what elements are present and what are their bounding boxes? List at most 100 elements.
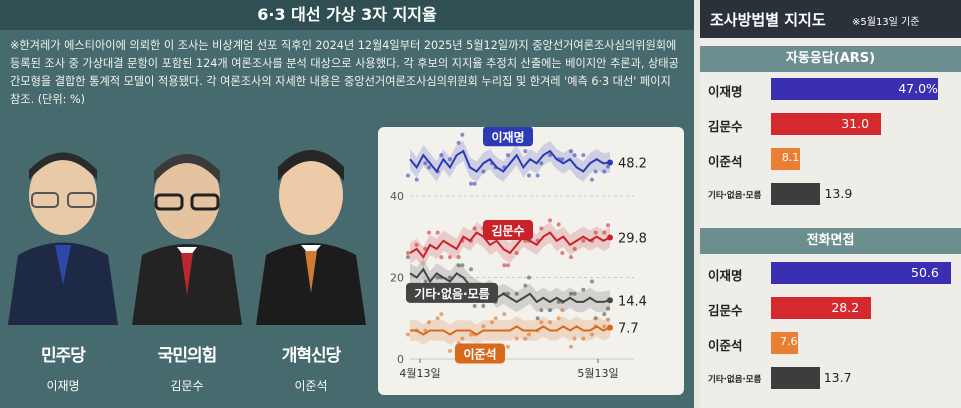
- poll-dot: [448, 348, 452, 353]
- poll-dot: [560, 157, 565, 162]
- poll-dot: [527, 173, 531, 178]
- series-end-value: 48.2: [618, 156, 647, 171]
- poll-dot: [590, 177, 594, 182]
- poll-dot: [439, 312, 444, 317]
- series-line: [410, 325, 611, 336]
- poll-dot: [502, 312, 507, 317]
- bar: [771, 262, 951, 284]
- bar-value-label: 47.0%: [898, 81, 938, 96]
- poll-dot: [602, 324, 607, 329]
- bar-value-label: 8.1: [781, 151, 800, 164]
- y-tick-label: 20: [390, 271, 404, 284]
- series-line: [409, 267, 611, 304]
- poll-dot: [523, 283, 528, 288]
- confidence-band: [410, 222, 610, 268]
- chart-title: 6·3 대선 가상 3자 지지율: [0, 0, 694, 30]
- poll-dot: [439, 255, 444, 260]
- right-title-bar: 조사방법별 지지도 ※5월13일 기준: [700, 0, 961, 38]
- series-end-point: [607, 297, 613, 304]
- right-subtitle: ※5월13일 기준: [852, 17, 920, 28]
- bar-value-label: 13.7: [823, 370, 852, 385]
- series-end-value: 7.7: [618, 322, 639, 337]
- candidate-card-kim-moonsoo: 국민의힘 김문수: [126, 135, 248, 405]
- poll-dot: [506, 344, 510, 349]
- poll-dot: [481, 324, 486, 329]
- poll-dot: [502, 263, 507, 268]
- series-name-label: 기타·없음·모름: [414, 286, 489, 301]
- bar-category-label: 기타·없음·모름: [708, 191, 762, 201]
- poll-dot: [427, 320, 431, 325]
- section-phone-interview: 전화면접: [700, 228, 961, 254]
- poll-dot: [448, 157, 452, 162]
- bar-row: 이준석 7.6: [700, 332, 961, 354]
- poll-dot: [548, 308, 552, 313]
- trend-chart: 0 20 40 4월13일 5월13일 48.2 이재명 29.8 김문수 14.4 기타·없음·모…: [378, 127, 684, 395]
- candidate-name: 이재명: [46, 379, 80, 393]
- poll-dot: [439, 153, 444, 158]
- poll-dot: [539, 226, 544, 231]
- poll-dot: [548, 218, 552, 223]
- confidence-band: [410, 140, 610, 182]
- series-end-value: 14.4: [618, 294, 647, 309]
- bar-value-label: 31.0: [841, 116, 870, 131]
- poll-dot: [602, 230, 607, 235]
- poll-dot: [539, 308, 544, 313]
- bar-category-label: 이준석: [708, 154, 743, 169]
- bar-row: 김문수 28.2: [700, 297, 961, 319]
- poll-dot: [506, 291, 510, 296]
- poll-dot: [493, 316, 498, 321]
- kim-moonsoo-portrait: [132, 154, 242, 325]
- candidate-name: 이준석: [294, 379, 328, 393]
- series-end-point: [607, 234, 613, 241]
- poll-dot: [469, 332, 473, 337]
- bar-category-label: 김문수: [708, 303, 743, 318]
- poll-dot: [581, 238, 586, 243]
- bar-value-label: 28.2: [831, 300, 860, 315]
- poll-dot: [556, 299, 561, 304]
- bar-category-label: 이재명: [708, 268, 743, 283]
- series-end-point: [607, 159, 613, 166]
- poll-dot: [481, 169, 486, 174]
- series-end-point: [607, 324, 613, 331]
- poll-dot: [572, 336, 577, 341]
- series-name-label: 이준석: [463, 346, 496, 361]
- right-panel: 조사방법별 지지도 ※5월13일 기준 자동응답(ARS) 이재명 47.0% 김문…: [700, 0, 961, 408]
- poll-dot: [527, 332, 531, 337]
- poll-dot: [523, 336, 528, 341]
- bar-category-label: 이재명: [708, 84, 743, 99]
- trend-chart-svg: 0 20 40 4월13일 5월13일 48.2 이재명 29.8 김문수 14.4 기타·없음·모…: [390, 127, 647, 380]
- party-label: 개혁신당: [281, 346, 342, 366]
- poll-dot: [481, 304, 486, 308]
- poll-dot: [472, 181, 477, 186]
- poll-dot: [535, 316, 540, 321]
- poll-dot: [569, 344, 573, 349]
- poll-dot: [406, 251, 410, 255]
- poll-dot: [456, 140, 461, 145]
- poll-dot: [560, 251, 565, 255]
- poll-dot: [569, 291, 573, 296]
- poll-dot: [427, 165, 431, 170]
- bar-value-label: 50.6: [911, 265, 939, 280]
- series-name-tag: [483, 220, 533, 240]
- poll-dot: [460, 336, 465, 341]
- poll-dot: [560, 308, 565, 313]
- series-line: [409, 149, 611, 174]
- poll-dot: [423, 161, 428, 166]
- poll-dot: [448, 275, 452, 280]
- poll-dot: [569, 255, 573, 260]
- poll-dot: [406, 255, 410, 260]
- poll-dot: [514, 291, 519, 296]
- x-tick-label: 4월13일: [399, 366, 440, 380]
- party-label: 민주당: [41, 346, 86, 366]
- poll-dot: [606, 164, 610, 169]
- bar-row: 김문수 31.0: [700, 113, 961, 135]
- poll-dot: [456, 255, 461, 260]
- section-ars: 자동응답(ARS): [700, 46, 961, 72]
- bar-row: 이준석 8.1: [700, 148, 961, 170]
- poll-dot: [523, 149, 528, 154]
- poll-dot: [414, 242, 419, 247]
- bar-value-label: 13.9: [824, 186, 853, 201]
- bar: [771, 148, 800, 170]
- poll-dot: [535, 173, 540, 178]
- poll-dot: [435, 316, 440, 321]
